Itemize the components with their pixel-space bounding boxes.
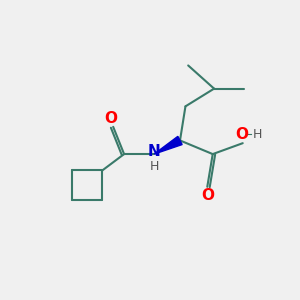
Text: O: O	[201, 188, 214, 203]
Polygon shape	[154, 136, 182, 154]
Text: N: N	[148, 144, 160, 159]
Text: H: H	[149, 160, 159, 173]
Text: O: O	[235, 127, 248, 142]
Text: H: H	[253, 128, 262, 141]
Text: O: O	[104, 111, 117, 126]
